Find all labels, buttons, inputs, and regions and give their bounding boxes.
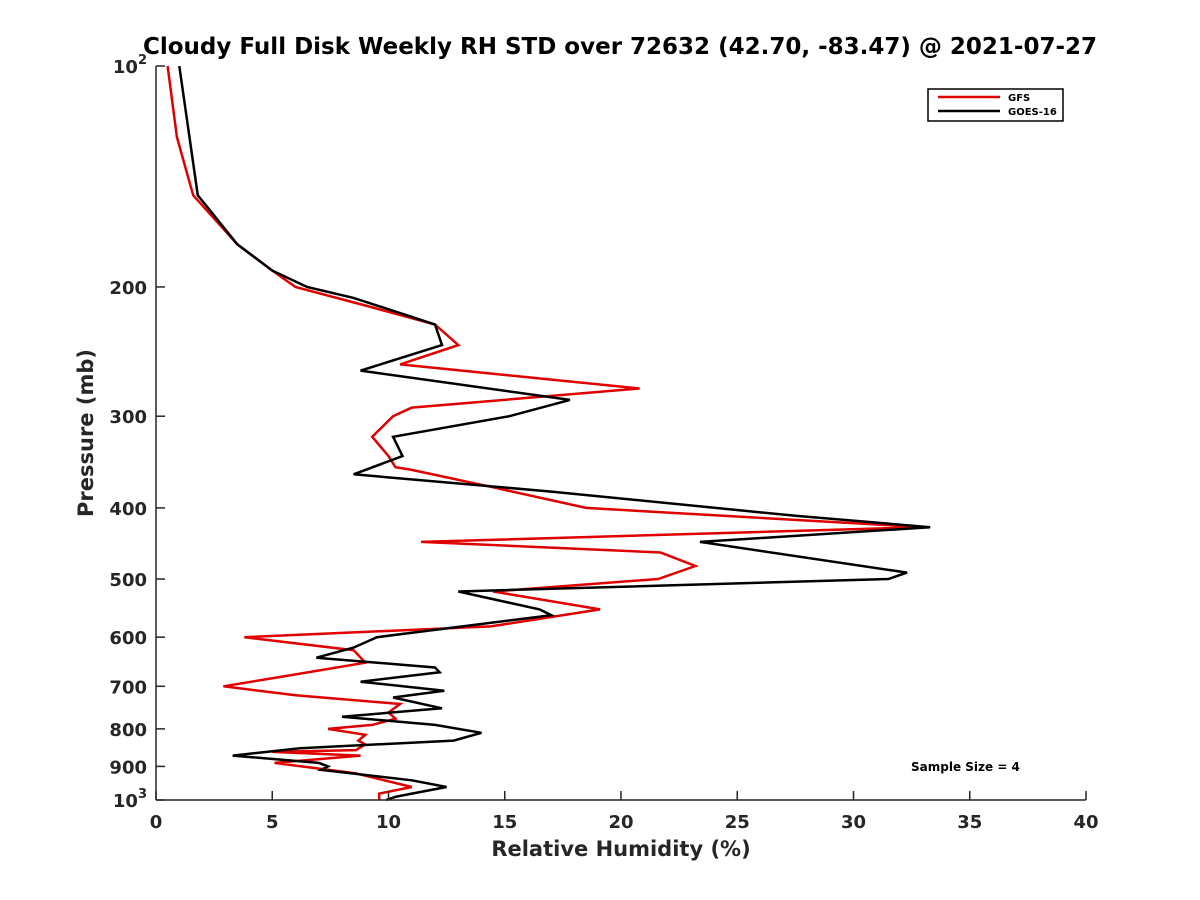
y-tick-label: 700 xyxy=(109,677,147,698)
x-tick-label: 25 xyxy=(725,812,750,833)
x-axis-label: Relative Humidity (%) xyxy=(491,837,750,861)
x-tick-label: 0 xyxy=(150,812,163,833)
y-tick-label: 400 xyxy=(109,499,147,520)
series-line-goes16 xyxy=(178,65,931,802)
x-tick-label: 35 xyxy=(957,812,982,833)
legend: GFS GOES-16 xyxy=(927,88,1064,122)
x-tick-label: 5 xyxy=(266,812,279,833)
y-axis-label: Pressure (mb) xyxy=(74,349,98,517)
y-tick-label: 800 xyxy=(109,720,147,741)
y-tick-label: 200 xyxy=(109,278,147,299)
x-tick-label: 30 xyxy=(841,812,866,833)
legend-label-goes16: GOES-16 xyxy=(1008,107,1057,118)
x-tick-label: 20 xyxy=(608,812,633,833)
x-tick-label: 40 xyxy=(1073,812,1098,833)
y-tick-label: 900 xyxy=(109,757,147,778)
y-tick-label: 600 xyxy=(109,628,147,649)
x-tick-label: 10 xyxy=(376,812,401,833)
sample-size-annotation: Sample Size = 4 xyxy=(911,760,1020,774)
y-tick-label: 102 xyxy=(113,53,147,78)
legend-label-gfs: GFS xyxy=(1008,93,1030,104)
x-tick-label: 15 xyxy=(492,812,517,833)
series-layer xyxy=(166,65,931,802)
y-tick-label: 500 xyxy=(109,570,147,591)
y-ticks: 102 200 300 400 500 600 700 800 900 103 xyxy=(109,53,165,812)
y-tick-label: 103 xyxy=(113,787,147,812)
x-ticks: 0 5 10 15 20 25 30 35 40 xyxy=(150,791,1099,833)
legend-box xyxy=(927,88,1064,122)
y-tick-label: 300 xyxy=(109,407,147,428)
chart-title: Cloudy Full Disk Weekly RH STD over 7263… xyxy=(143,34,1097,60)
